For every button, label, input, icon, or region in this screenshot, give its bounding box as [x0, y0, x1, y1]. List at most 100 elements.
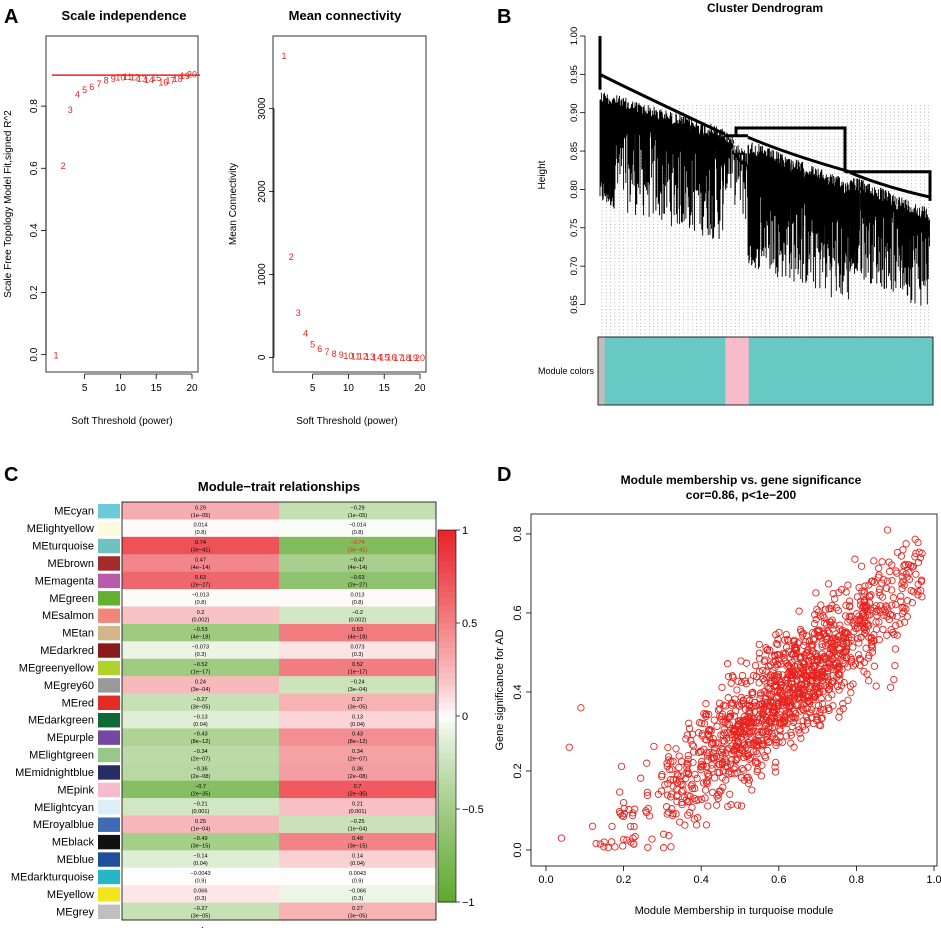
a1-point-label: 20	[187, 70, 197, 80]
d-point	[619, 798, 628, 807]
c-cell	[279, 763, 436, 781]
c-colorbar-segment	[438, 691, 456, 698]
a1-xlabel: Soft Threshold (power)	[71, 416, 173, 427]
c-colorbar-segment	[438, 740, 456, 748]
d-ylabel: Gene significance for AD	[494, 629, 506, 750]
a1-point-label: 14	[144, 75, 154, 85]
c-cell	[279, 571, 436, 590]
c-cell	[279, 832, 436, 851]
c-row-label: MEdarkgreen	[28, 715, 94, 727]
c-colorbar-segment	[438, 654, 456, 661]
c-cell-value: 0.53	[352, 627, 363, 633]
c-cell-pvalue: (3e−04)	[348, 687, 368, 693]
c-cell-pvalue: (1e−04)	[191, 826, 211, 832]
c-row-label: MEdarkturquoise	[11, 871, 94, 883]
c-cell-value: −0.13	[193, 714, 207, 720]
c-cell-pvalue: (1e−05)	[191, 513, 211, 519]
d-subtitle: cor=0.86, p<1e−200	[686, 488, 797, 502]
c-colorbar-segment	[438, 778, 456, 785]
a1-y-tick-label: 0.6	[29, 161, 40, 175]
c-cell	[122, 519, 279, 538]
a2-y-tick-label: 0	[257, 354, 268, 360]
c-cell-pvalue: (3e−15)	[348, 844, 368, 850]
a1-point-label: 1	[53, 351, 58, 361]
a2-x-tick-label: 10	[343, 383, 355, 394]
c-cell-value: −0.53	[193, 627, 207, 633]
c-swatch-MElightcyan	[98, 800, 120, 815]
c-colorbar-segment	[438, 858, 456, 866]
c-cell-pvalue: (3e−05)	[191, 704, 211, 710]
a2-y-tick-label: 2000	[257, 180, 268, 203]
c-cell	[122, 571, 279, 590]
d-y-tick-label: 0.8	[512, 526, 524, 541]
c-cell-pvalue: (8e−12)	[348, 739, 368, 745]
c-colorbar-segment	[438, 809, 456, 816]
c-cell-value: 0.36	[352, 767, 363, 773]
a1-y-tick-label: 0.0	[29, 347, 40, 361]
c-swatch-MEred	[98, 695, 120, 710]
c-swatch-MEdarkgreen	[98, 713, 120, 728]
c-cell-pvalue: (0.8)	[352, 600, 364, 606]
a2-point-label: 11	[351, 351, 360, 361]
c-swatch-MEturquoise	[98, 538, 120, 554]
c-cell-pvalue: (0.001)	[349, 809, 367, 815]
a2-point-label: 20	[415, 353, 425, 363]
a2-x-tick-label: 5	[310, 383, 316, 394]
c-cell-value: 0.27	[352, 906, 363, 912]
a2-point-label: 8	[332, 349, 337, 359]
a2-point-label: 1	[281, 51, 286, 61]
a1-point-label: 7	[96, 79, 101, 89]
d-y-tick-label: 0.6	[512, 605, 524, 620]
b-merge-branches	[598, 36, 932, 201]
c-swatch-MEdarkred	[98, 643, 120, 658]
c-cell-value: 0.52	[352, 662, 363, 668]
c-row-label: MEtan	[62, 628, 94, 640]
c-cell-pvalue: (3e−15)	[191, 844, 211, 850]
b-y-tick-label: 0.85	[569, 142, 580, 161]
c-colorbar-segment	[438, 678, 456, 686]
a1-point-label: 5	[82, 85, 87, 95]
a1-point-label: 15	[151, 73, 161, 83]
c-colorbar-segment	[438, 567, 456, 574]
c-row-label: MEmidnightblue	[15, 767, 94, 779]
c-cell-pvalue: (2e−35)	[191, 791, 211, 797]
c-cell	[279, 798, 436, 816]
c-colorbar-segment	[438, 796, 456, 804]
c-cell-value: 0.27	[352, 697, 363, 703]
c-colorbar-segment	[438, 623, 456, 630]
c-colorbar-segment	[438, 802, 456, 810]
c-row-label: MEmagenta	[35, 575, 95, 587]
c-cell	[279, 641, 436, 660]
c-cell	[279, 780, 436, 799]
d-point	[588, 822, 597, 830]
b-branch-cluster-1	[599, 92, 725, 239]
a2-point-label: 12	[358, 352, 368, 362]
c-colorbar-segment	[438, 635, 456, 643]
c-cell-value: 0.14	[352, 854, 363, 860]
c-colorbar-segment	[438, 604, 456, 612]
d-point	[577, 704, 585, 712]
c-cell-value: 0.7	[354, 784, 362, 790]
c-colorbar-segment	[438, 728, 456, 736]
c-colorbar-segment	[438, 784, 456, 791]
c-colorbar-segment	[438, 734, 456, 742]
c-swatch-MElightgreen	[98, 747, 120, 763]
c-swatch-MEpink	[98, 782, 120, 798]
a1-point-label: 17	[166, 76, 176, 86]
c-colorbar-segment	[438, 771, 456, 779]
c-swatch-MEdarkturquoise	[98, 869, 120, 885]
c-cell-pvalue: (0.8)	[195, 600, 207, 606]
c-cell-pvalue: (3e−41)	[348, 548, 368, 554]
c-colorbar-segment	[438, 864, 456, 872]
c-colorbar-segment	[438, 716, 456, 723]
c-cell	[122, 745, 279, 764]
a2-point-label: 7	[324, 347, 329, 357]
c-cell-pvalue: (0.002)	[192, 617, 210, 623]
c-colorbar-segment	[438, 616, 456, 624]
c-colorbar-label: 1	[462, 525, 468, 537]
c-row-label: MElightcyan	[34, 802, 94, 814]
a2-y-tick-label: 3000	[257, 97, 268, 120]
c-colorbar-segment	[438, 846, 456, 853]
c-cell	[279, 885, 436, 903]
